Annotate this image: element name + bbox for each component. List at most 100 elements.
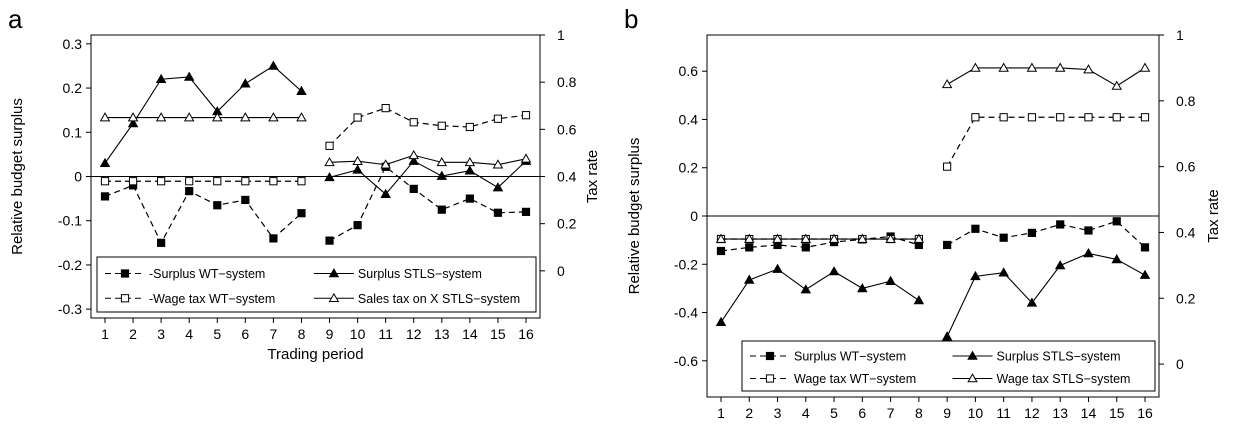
y-tick-label: 0 xyxy=(74,169,82,185)
data-point xyxy=(772,233,783,243)
data-point xyxy=(1139,269,1151,279)
data-point xyxy=(437,121,446,130)
x-tick-label: 13 xyxy=(434,326,450,342)
data-point xyxy=(213,201,222,210)
legend-label: Surplus STLS−system xyxy=(358,267,482,281)
x-tick-label: 15 xyxy=(1109,405,1125,421)
data-point xyxy=(1112,113,1121,122)
data-point xyxy=(857,282,868,293)
data-point xyxy=(885,275,896,285)
data-point xyxy=(269,234,278,243)
data-point xyxy=(157,177,166,186)
data-point xyxy=(745,243,754,252)
data-point xyxy=(464,165,476,175)
x-tick-label: 11 xyxy=(996,405,1011,421)
legend-label: -Surplus WT−system xyxy=(149,267,265,281)
data-point xyxy=(241,177,250,186)
data-point xyxy=(297,209,306,218)
data-point xyxy=(1111,80,1122,90)
data-point xyxy=(492,159,504,169)
data-point xyxy=(971,113,980,122)
x-tick-label: 9 xyxy=(943,405,951,421)
series-line xyxy=(946,67,1146,87)
series-line xyxy=(720,235,920,252)
legend-label: Wage tax WT−system xyxy=(794,372,916,386)
data-point xyxy=(1140,243,1150,252)
data-point xyxy=(408,155,419,165)
y-tick-label: 0 xyxy=(690,208,698,224)
y-tick-label: -0.2 xyxy=(58,257,82,273)
data-point xyxy=(128,177,138,186)
x-tick-label: 10 xyxy=(350,326,366,342)
data-point xyxy=(1056,220,1065,229)
data-point xyxy=(268,60,279,70)
data-point xyxy=(857,233,868,243)
data-point xyxy=(715,233,727,243)
data-point xyxy=(353,221,362,230)
data-point xyxy=(999,113,1008,122)
data-point xyxy=(157,238,166,247)
data-point xyxy=(1084,226,1093,235)
y2-tick-label: 0.8 xyxy=(557,74,577,90)
series-2 xyxy=(715,247,1151,341)
x-axis-title: Trading period xyxy=(267,346,363,363)
data-point xyxy=(1026,62,1038,72)
data-point xyxy=(353,113,362,122)
data-point xyxy=(409,184,418,193)
x-tick-label: 2 xyxy=(129,326,137,342)
x-tick-label: 12 xyxy=(1024,405,1040,421)
data-point xyxy=(1112,217,1121,226)
legend-marker xyxy=(120,294,130,303)
legend-label: Wage tax STLS−system xyxy=(997,372,1131,386)
x-tick-label: 6 xyxy=(858,405,866,421)
data-point xyxy=(127,118,139,128)
panel-letter: a xyxy=(8,4,23,34)
x-tick-label: 5 xyxy=(830,405,838,421)
data-point xyxy=(744,274,755,284)
data-point xyxy=(100,177,110,186)
data-point xyxy=(971,224,980,233)
panel-letter: b xyxy=(624,4,638,34)
series-1 xyxy=(716,217,1150,256)
series-3 xyxy=(100,104,531,186)
y2-tick-label: 1 xyxy=(1176,27,1184,43)
y-tick-label: 0.4 xyxy=(679,111,699,127)
data-point xyxy=(185,177,194,186)
data-point xyxy=(352,155,363,165)
y-tick-label: 0.2 xyxy=(679,160,699,176)
data-point xyxy=(99,157,111,168)
data-point xyxy=(296,112,307,122)
data-point xyxy=(716,246,726,256)
x-tick-label: 13 xyxy=(1052,405,1068,421)
y2-tick-label: 0 xyxy=(557,263,565,279)
y2-axis-title: Tax rate xyxy=(1205,189,1222,242)
data-point xyxy=(465,194,474,203)
data-point xyxy=(1139,62,1151,72)
data-point xyxy=(941,331,953,341)
x-tick-label: 16 xyxy=(518,326,534,342)
data-point xyxy=(185,186,194,196)
x-tick-label: 12 xyxy=(406,326,422,342)
y-axis-title: Relative budget surplus xyxy=(626,138,643,295)
y-tick-label: -0.2 xyxy=(674,256,698,272)
data-point xyxy=(521,207,531,216)
series-4 xyxy=(99,112,532,169)
series-2 xyxy=(99,60,532,198)
y2-tick-label: 0.4 xyxy=(1176,224,1196,240)
data-point xyxy=(352,164,363,174)
data-point xyxy=(465,122,474,132)
data-point xyxy=(772,263,783,273)
data-point xyxy=(943,240,952,250)
data-point xyxy=(941,78,953,89)
data-point xyxy=(325,236,334,245)
panel-b: b-0.6-0.4-0.200.20.40.600.20.40.60.811 2 3… xyxy=(624,4,1222,426)
data-point xyxy=(521,111,531,120)
series-4 xyxy=(715,62,1151,243)
data-point xyxy=(998,267,1009,277)
legend-marker xyxy=(120,269,130,278)
series-line xyxy=(720,268,920,323)
data-point xyxy=(800,284,812,294)
series-1 xyxy=(100,162,531,247)
y2-tick-label: 0.6 xyxy=(557,121,577,137)
data-point xyxy=(828,266,840,276)
